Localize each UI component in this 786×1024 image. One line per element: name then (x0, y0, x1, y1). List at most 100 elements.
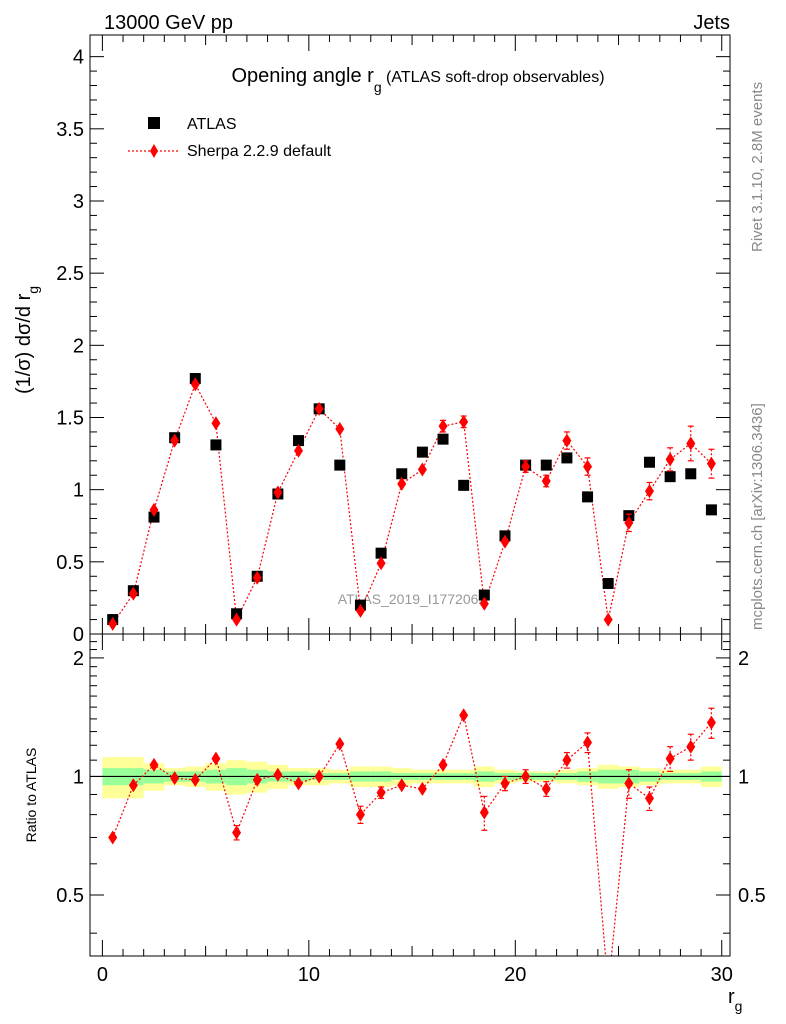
main-title-text: Opening angle r (231, 65, 374, 87)
ratio-sherpa-point (500, 776, 510, 791)
atlas-point (416, 446, 428, 458)
sherpa-point (335, 422, 345, 437)
sherpa-point (211, 416, 221, 431)
main-ytick-label: 0.5 (56, 552, 84, 574)
atlas-point (664, 471, 676, 483)
main-ytick-label: 4 (73, 47, 84, 69)
ratio-xtick-label: 10 (298, 964, 320, 986)
sherpa-point (603, 612, 613, 627)
atlas-point (705, 504, 717, 516)
sherpa-line (112, 382, 712, 625)
main-panel: Opening angle rg (ATLAS soft-drop observ… (13, 34, 731, 646)
ratio-sherpa-point (149, 757, 159, 772)
main-title-sub: g (374, 79, 382, 95)
ratio-sherpa-point (335, 736, 345, 751)
ratio-sherpa-point (190, 772, 200, 787)
sherpa-point (583, 459, 593, 474)
main-y-axis-label-sub: g (25, 286, 41, 294)
sherpa-point (459, 414, 469, 429)
atlas-point (396, 468, 408, 480)
ratio-ytick-label-left: 0.5 (56, 885, 84, 907)
atlas-point (148, 511, 160, 523)
sherpa-point (252, 570, 262, 585)
legend-atlas-marker (148, 117, 160, 129)
sherpa-point (376, 556, 386, 571)
main-title-rest: (ATLAS soft-drop observables) (382, 69, 605, 86)
legend-atlas-label: ATLAS (187, 116, 237, 133)
ratio-sherpa-point (686, 739, 696, 754)
rivet-label: Rivet 3.1.10, 2.8M events (749, 82, 766, 252)
x-axis-label-sub: g (735, 998, 743, 1014)
sherpa-point (706, 456, 716, 471)
main-ytick-label: 1 (73, 480, 84, 502)
ratio-sherpa-point (624, 776, 634, 791)
atlas-point (334, 459, 346, 471)
sherpa-point (438, 419, 448, 434)
atlas-point (375, 547, 387, 559)
ratio-sherpa-point (665, 751, 675, 766)
ratio-xtick-label: 0 (97, 964, 108, 986)
sherpa-point (128, 586, 138, 601)
main-y-axis-label: (1/σ) dσ/d rg (13, 286, 41, 394)
ratio-xtick-label: 20 (504, 964, 526, 986)
ratio-sherpa-point (706, 715, 716, 730)
sherpa-point (149, 502, 159, 517)
atlas-point (561, 452, 573, 464)
header-energy: 13000 GeV pp (104, 12, 233, 34)
analysis-watermark: ATLAS_2019_I1772062 (338, 591, 487, 607)
main-ytick-label: 2 (73, 335, 84, 357)
ratio-y-axis-label: Ratio to ATLAS (23, 748, 39, 843)
ratio-sherpa-point (459, 708, 469, 723)
ratio-sherpa-line (112, 713, 712, 956)
header-process: Jets (693, 12, 730, 34)
ratio-sherpa-point (583, 735, 593, 750)
ratio-sherpa-point (376, 785, 386, 800)
sherpa-point (562, 433, 572, 448)
main-ytick-label: 3.5 (56, 119, 84, 141)
ratio-ytick-label-left: 2 (73, 648, 84, 670)
legend-sherpa-label: Sherpa 2.2.9 default (187, 143, 332, 160)
sherpa-point (108, 616, 118, 631)
ratio-sherpa-point (355, 807, 365, 822)
ratio-sherpa-point (479, 805, 489, 820)
sherpa-point (417, 462, 427, 477)
main-frame (89, 34, 731, 635)
ratio-sherpa-point (211, 751, 221, 766)
ratio-ytick-label-left: 1 (73, 766, 84, 788)
ratio-sherpa-point (417, 781, 427, 796)
sherpa-point (665, 452, 675, 467)
ratio-xtick-label: 30 (711, 964, 733, 986)
atlas-point (437, 433, 449, 445)
atlas-point (293, 435, 305, 447)
atlas-point (602, 577, 614, 589)
ratio-ytick-label-right: 1 (738, 766, 749, 788)
ratio-series-group (108, 707, 716, 956)
main-ytick-label: 2.5 (56, 263, 84, 285)
legend-sherpa-marker (150, 144, 158, 158)
sherpa-point (273, 485, 283, 500)
mcplots-label: mcplots.cern.ch [arXiv:1306.3436] (749, 403, 766, 630)
ratio-ytick-label-right: 0.5 (738, 885, 766, 907)
ratio-sherpa-point (170, 771, 180, 786)
ratio-sherpa-point (541, 781, 551, 796)
ratio-sherpa-point (397, 778, 407, 793)
sherpa-point (479, 596, 489, 611)
ratio-sherpa-point (294, 776, 304, 791)
sherpa-point (232, 612, 242, 627)
ratio-sherpa-point (438, 757, 448, 772)
atlas-point (685, 468, 697, 480)
main-ytick-label: 0 (73, 624, 84, 646)
atlas-point (582, 491, 594, 503)
atlas-point (210, 439, 222, 451)
sherpa-point (170, 433, 180, 448)
atlas-point (478, 589, 490, 601)
ratio-sherpa-point (562, 753, 572, 768)
main-y-axis-label-text: (1/σ) dσ/d r (13, 293, 35, 394)
ratio-sherpa-point (232, 825, 242, 840)
atlas-point (458, 479, 470, 491)
sherpa-point (294, 443, 304, 458)
legend: ATLAS Sherpa 2.2.9 default (128, 116, 332, 160)
ratio-ytick-label-right: 2 (738, 648, 749, 670)
ratio-sherpa-point (252, 772, 262, 787)
